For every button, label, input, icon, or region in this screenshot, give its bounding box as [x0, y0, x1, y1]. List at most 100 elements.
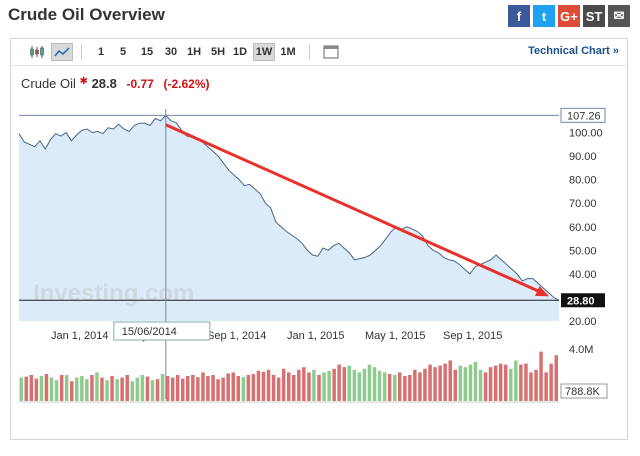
volume-bar — [332, 368, 336, 401]
price-area — [19, 115, 559, 322]
volume-bar — [115, 379, 119, 401]
volume-bar — [418, 372, 422, 401]
volume-bar — [312, 369, 316, 401]
last-price-label: 28.80 — [567, 295, 595, 307]
volume-bar — [256, 370, 261, 401]
volume-bar — [211, 375, 215, 401]
volume-bar — [357, 372, 362, 401]
volume-bar — [100, 377, 104, 401]
volume-bar — [59, 375, 64, 401]
volume-bar — [29, 375, 34, 401]
volume-bar — [191, 375, 195, 401]
volume-bar — [393, 375, 397, 401]
instrument-name: Crude Oil — [21, 76, 76, 91]
volume-bar — [347, 365, 351, 401]
volume-bar — [160, 374, 165, 401]
volume-bar — [478, 369, 483, 401]
area-chart-icon[interactable] — [51, 43, 73, 61]
volume-bar — [130, 381, 134, 401]
volume-bar — [19, 377, 23, 401]
price-line — [18, 114, 560, 301]
interval-15[interactable]: 15 — [140, 46, 154, 58]
interval-1w[interactable]: 1W — [253, 43, 275, 61]
twitter-icon[interactable]: t — [533, 5, 555, 27]
volume-bar — [266, 369, 271, 401]
volume-bar — [276, 377, 281, 401]
volume-bar — [251, 374, 256, 401]
stocktwits-icon[interactable]: ST — [583, 5, 605, 27]
volume-bar — [236, 376, 240, 401]
volume-bar — [352, 369, 357, 401]
x-tick-label: Jan 1, 2014 — [51, 330, 109, 342]
volume-bar — [155, 379, 160, 401]
volume-bar — [64, 375, 69, 401]
volume-bar — [337, 364, 341, 401]
volume-bar — [428, 364, 432, 401]
volume-bar — [196, 377, 200, 401]
volume-bar — [554, 355, 558, 401]
trend-arrow-line — [165, 123, 542, 294]
volume-bar — [75, 377, 79, 401]
x-tick-label: Jan 1, 2015 — [287, 330, 345, 342]
volume-bar — [271, 375, 276, 401]
volume-bar — [448, 360, 452, 401]
watermark-logo: Investing.com — [33, 280, 194, 307]
volume-bar — [327, 370, 331, 401]
volume-bar — [539, 351, 543, 401]
trend-arrow-head — [535, 286, 549, 297]
volume-bar — [534, 369, 538, 401]
quote-line: Crude Oil ✱ 28.8 -0.77 (-2.62%) — [21, 76, 210, 91]
volume-bar — [186, 376, 190, 401]
interval-1h[interactable]: 1H — [186, 46, 202, 58]
interval-5h[interactable]: 5H — [210, 46, 226, 58]
volume-bar — [549, 363, 553, 401]
technical-chart-link[interactable]: Technical Chart » — [528, 45, 619, 57]
volume-bar — [377, 370, 382, 401]
volume-bar — [398, 372, 402, 401]
volume-bar — [438, 365, 442, 401]
volume-bar — [382, 372, 387, 401]
volume-bar — [362, 368, 367, 401]
interval-1[interactable]: 1 — [97, 46, 105, 58]
volume-bar — [206, 376, 210, 401]
volume-bar — [175, 375, 180, 401]
x-tick-label: Sep 1, 2014 — [207, 330, 266, 342]
volume-bar — [150, 380, 155, 401]
volume-bar — [443, 363, 447, 401]
google-plus-icon[interactable]: G+ — [558, 5, 580, 27]
facebook-icon[interactable]: f — [508, 5, 530, 27]
volume-bar — [473, 362, 478, 401]
volume-bar — [413, 369, 417, 401]
interval-5[interactable]: 5 — [119, 46, 127, 58]
volume-bar — [24, 376, 28, 401]
page-title: Crude Oil Overview — [8, 5, 165, 24]
toolbar-divider — [81, 44, 82, 60]
volume-bar — [170, 377, 175, 401]
volume-bar — [135, 377, 140, 401]
interval-1d[interactable]: 1D — [232, 46, 248, 58]
volume-bar — [453, 369, 457, 401]
volume-bar — [498, 363, 503, 401]
volume-bar — [372, 367, 377, 401]
volume-last-label: 788.8K — [565, 386, 601, 398]
high-price-label: 107.26 — [567, 110, 601, 122]
volume-bar — [90, 375, 94, 401]
volume-bar — [529, 372, 533, 401]
volume-bar — [54, 380, 59, 401]
chart-panel: 1 5 15 30 1H 5H 1D 1W 1M Technical Chart… — [10, 38, 628, 440]
volume-bar — [39, 376, 44, 401]
y-tick-label: 20.00 — [569, 316, 597, 328]
volume-bar — [387, 374, 392, 401]
interval-1m[interactable]: 1M — [280, 46, 296, 58]
crosshair-date-label: 15/06/2014 — [122, 326, 177, 338]
volume-bar — [70, 381, 74, 401]
interval-30[interactable]: 30 — [164, 46, 178, 58]
y-tick-label: 50.00 — [569, 245, 597, 257]
price-chart[interactable]: Investing.com 100.00 90.00 80.00 70.00 60.00 5… — [11, 99, 627, 439]
candlestick-chart-icon[interactable] — [27, 43, 47, 61]
email-icon[interactable]: ✉ — [608, 5, 630, 27]
x-tick-label: May 1, 2015 — [365, 330, 426, 342]
volume-bar — [95, 372, 99, 401]
price-change-pct: (-2.62%) — [163, 77, 210, 91]
fullscreen-icon[interactable] — [321, 43, 341, 61]
